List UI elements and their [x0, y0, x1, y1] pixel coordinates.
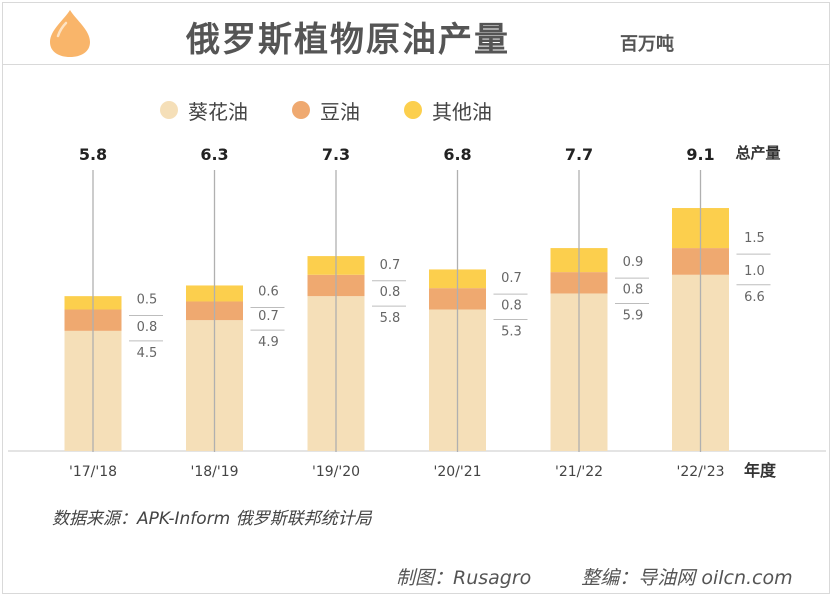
- total-caption: 总产量: [735, 144, 780, 162]
- legend-item-soy: 豆油: [292, 96, 360, 124]
- oil-drop-icon: [50, 10, 90, 57]
- total-label: 5.8: [79, 145, 107, 164]
- x-tick-label: '20/'21: [433, 464, 481, 480]
- legend-label-other: 其他油: [432, 99, 492, 124]
- soy-oil-value-label: 0.8: [380, 285, 401, 300]
- soy-oil-value-label: 0.7: [258, 309, 279, 324]
- x-tick-label: '21/'22: [555, 464, 603, 480]
- other-oil-value-label: 0.5: [137, 292, 158, 307]
- total-label: 7.7: [565, 145, 593, 164]
- header: 俄罗斯植物原油产量 百万吨: [0, 0, 834, 66]
- total-label: 7.3: [322, 145, 350, 164]
- other-oil-value-label: 0.6: [258, 284, 279, 299]
- legend-label-soy: 豆油: [320, 99, 360, 124]
- other-oil-value-label: 0.7: [380, 258, 401, 273]
- sunflower-oil-value-label: 4.9: [258, 335, 279, 350]
- legend-item-sunflower: 葵花油: [160, 96, 248, 124]
- legend-swatch-sunflower: [160, 101, 178, 119]
- data-source: 数据来源：APK-Inform 俄罗斯联邦统计局: [52, 509, 372, 529]
- legend: 葵花油 豆油 其他油: [160, 96, 492, 124]
- sunflower-oil-value-label: 5.8: [380, 311, 401, 326]
- total-label: 9.1: [686, 145, 714, 164]
- credits: 制图：Rusagro 整编：导油网 oilcn.com: [396, 563, 793, 590]
- total-label: 6.8: [443, 145, 471, 164]
- x-tick-label: '22/'23: [676, 464, 724, 480]
- sunflower-oil-value-label: 6.6: [744, 290, 765, 305]
- soy-oil-value-label: 0.8: [623, 282, 644, 297]
- legend-label-sunflower: 葵花油: [188, 99, 248, 124]
- sunflower-oil-value-label: 5.3: [501, 324, 522, 339]
- made-by: 制图：Rusagro: [396, 567, 532, 589]
- other-oil-value-label: 0.7: [501, 271, 522, 286]
- x-tick-label: '17/'18: [69, 464, 117, 480]
- soy-oil-value-label: 0.8: [137, 320, 158, 335]
- other-oil-value-label: 1.5: [744, 231, 765, 246]
- x-axis-label: 年度: [744, 461, 777, 480]
- total-label: 6.3: [200, 145, 228, 164]
- x-tick-label: '19/'20: [312, 464, 360, 480]
- sunflower-oil-value-label: 5.9: [623, 308, 644, 323]
- sunflower-oil-value-label: 4.5: [137, 346, 158, 361]
- chart-title: 俄罗斯植物原油产量: [186, 20, 510, 60]
- legend-item-other: 其他油: [404, 96, 492, 124]
- unit-label: 百万吨: [620, 34, 674, 55]
- soy-oil-value-label: 0.8: [501, 298, 522, 313]
- soy-oil-value-label: 1.0: [744, 264, 765, 279]
- legend-swatch-soy: [292, 101, 310, 119]
- other-oil-value-label: 0.9: [623, 255, 644, 270]
- header-divider: [2, 64, 830, 65]
- x-tick-label: '18/'19: [190, 464, 238, 480]
- edited-by: 整编：导油网 oilcn.com: [581, 567, 793, 589]
- legend-swatch-other: [404, 101, 422, 119]
